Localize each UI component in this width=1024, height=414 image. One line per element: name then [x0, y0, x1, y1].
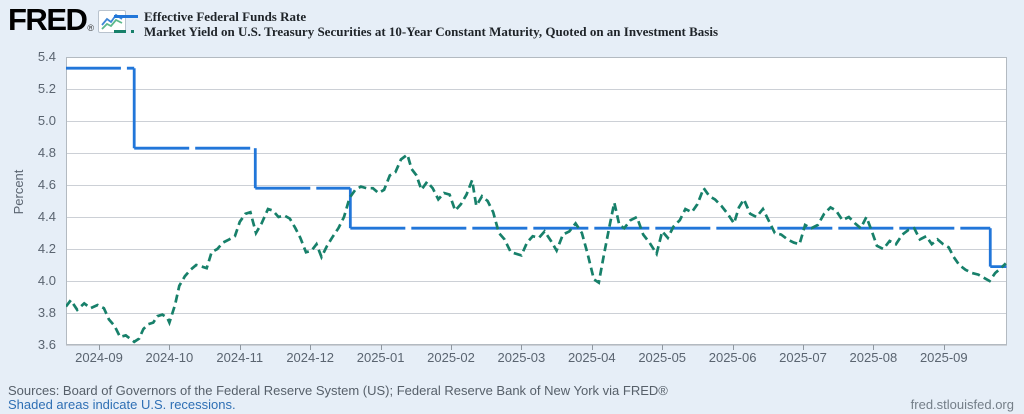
- plot-border: [66, 57, 1007, 345]
- x-axis-tick-label: 2025-01: [356, 350, 405, 365]
- registered-trademark: ®: [87, 23, 95, 33]
- legend-item-treasury-10y[interactable]: Market Yield on U.S. Treasury Securities…: [113, 24, 718, 39]
- fred-site-link[interactable]: fred.stlouisfed.org: [910, 397, 1014, 412]
- chart-legend: Effective Federal Funds Rate Market Yiel…: [113, 9, 718, 39]
- fred-logo-text: FRED: [8, 2, 88, 37]
- x-axis-tick-label: 2025-02: [427, 350, 475, 365]
- x-axis-tick-label: 2024-10: [145, 350, 194, 365]
- y-axis-tick-label: 4.8: [37, 145, 56, 160]
- effr-line-swatch: [114, 15, 138, 18]
- x-axis-tick-label: 2025-09: [919, 350, 968, 365]
- y-axis-tick-label: 4.2: [37, 241, 56, 256]
- x-axis-tick-label: 2024-11: [216, 350, 264, 365]
- x-axis-tick-label: 2024-09: [75, 350, 123, 365]
- legend-label-treasury-10y: Market Yield on U.S. Treasury Securities…: [144, 23, 719, 39]
- y-axis-tick-label: 5.4: [37, 49, 56, 64]
- x-axis-tick-label: 2025-08: [849, 350, 898, 365]
- fred-logo[interactable]: FRED ®: [8, 2, 127, 37]
- y-axis-tick-label: 4.4: [37, 209, 56, 224]
- y-axis-tick-label: 3.6: [37, 337, 56, 352]
- x-axis-tick-label: 2024-12: [286, 350, 335, 365]
- legend-item-effr[interactable]: Effective Federal Funds Rate: [113, 9, 718, 24]
- y-axis-tick-label: 3.8: [37, 305, 56, 320]
- x-axis-tick-label: 2025-04: [567, 350, 616, 365]
- y-axis-tick-label: 5.2: [37, 81, 56, 96]
- x-axis-tick-label: 2025-03: [497, 350, 546, 365]
- y-axis-tick-label: 5.0: [37, 113, 56, 128]
- legend-label-effr: Effective Federal Funds Rate: [144, 8, 307, 24]
- plot-area[interactable]: [66, 57, 1007, 351]
- x-axis-tick-label: 2025-05: [638, 350, 687, 365]
- treasury-10y-series-line: [66, 152, 1007, 344]
- sources-text: Sources: Board of Governors of the Feder…: [8, 383, 668, 398]
- x-axis-tick-label: 2025-07: [779, 350, 827, 365]
- plot-background: [66, 57, 1007, 345]
- y-axis-tick-label: 4.6: [37, 177, 56, 192]
- x-axis-tick-label: 2025-06: [708, 350, 757, 365]
- y-axis-tick-label: 4.0: [37, 273, 56, 288]
- treasury-10y-line-swatch: [114, 30, 138, 33]
- recession-note-link[interactable]: Shaded areas indicate U.S. recessions.: [8, 397, 236, 412]
